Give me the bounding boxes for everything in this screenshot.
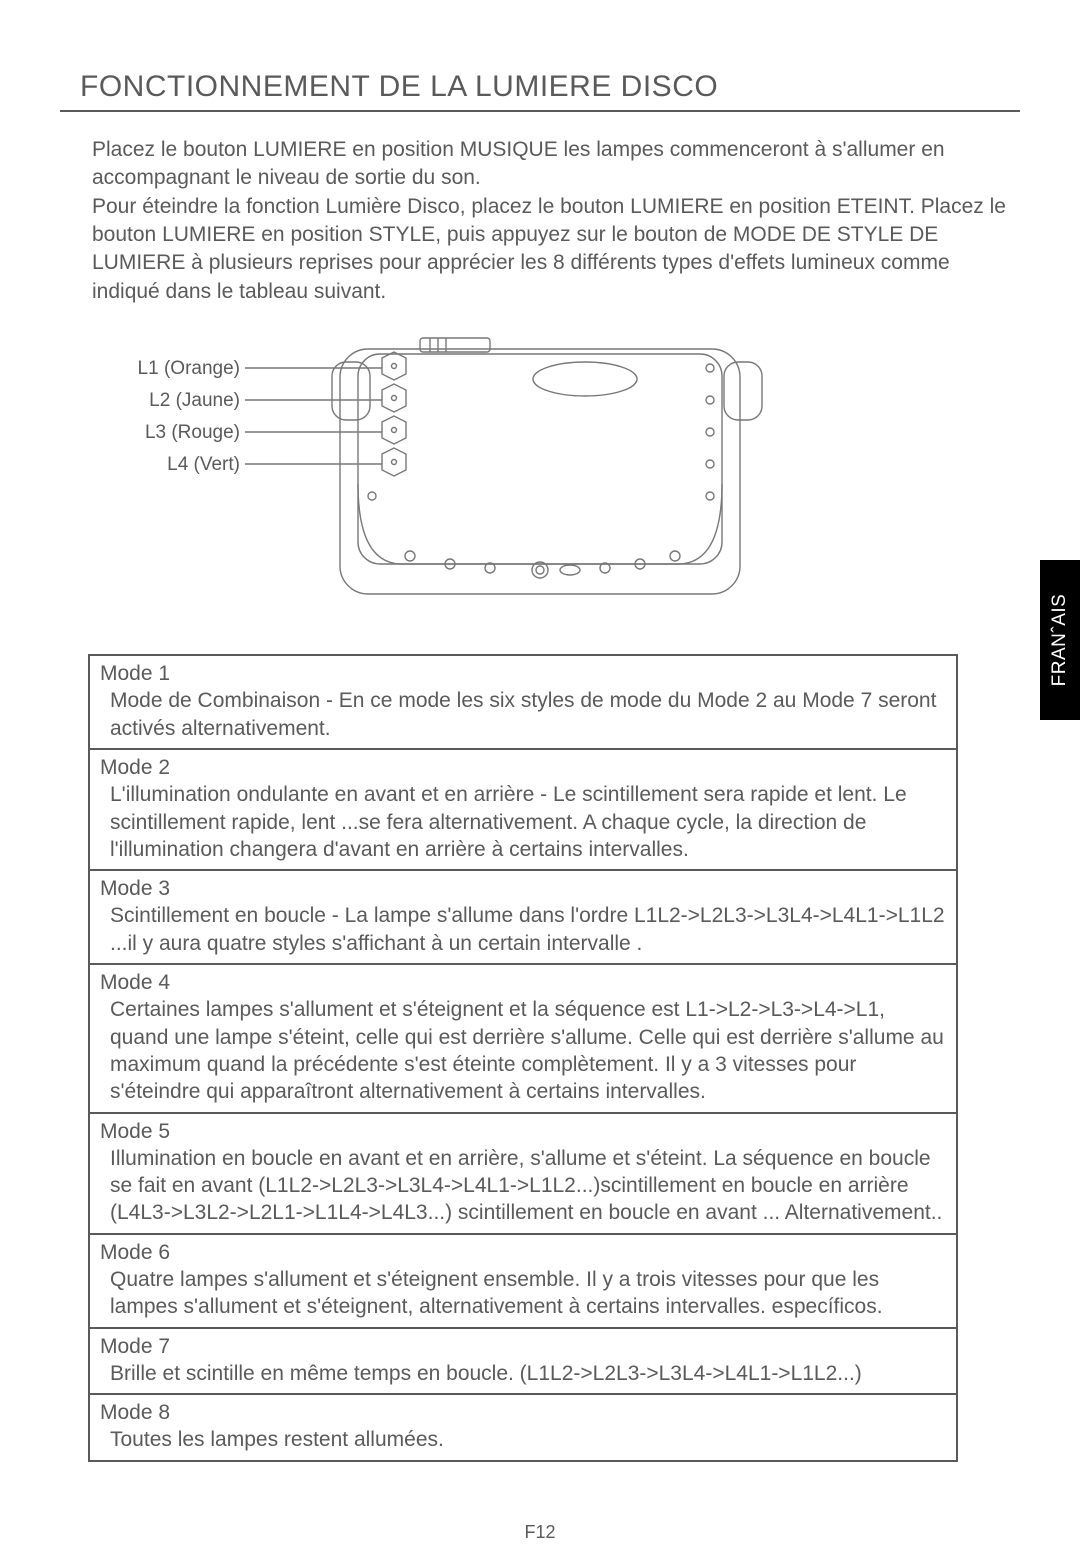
language-tab: FRANˆAIS [1040,560,1080,720]
mode-row-1: Mode 1Mode de Combinaison - En ce mode l… [90,656,956,750]
intro-text: Placez le bouton LUMIERE en position MUS… [92,136,1020,306]
mode-title: Mode 6 [100,1239,946,1266]
title-rule [60,110,1020,112]
mode-row-3: Mode 3Scintillement en boucle - La lampe… [90,871,956,965]
language-tab-label: FRANˆAIS [1049,594,1071,687]
mode-title: Mode 8 [100,1399,946,1426]
mode-desc: L'illumination ondulante en avant et en … [100,781,946,863]
mode-row-6: Mode 6Quatre lampes s'allument et s'étei… [90,1235,956,1329]
mode-desc: Mode de Combinaison - En ce mode les six… [100,687,946,742]
mode-title: Mode 2 [100,754,946,781]
mode-desc: Quatre lampes s'allument et s'éteignent … [100,1266,946,1321]
mode-desc: Brille et scintille en même temps en bou… [100,1360,946,1387]
mode-title: Mode 1 [100,660,946,687]
modes-table: Mode 1Mode de Combinaison - En ce mode l… [88,654,958,1462]
mode-row-8: Mode 8Toutes les lampes restent allumées… [90,1395,956,1460]
mode-title: Mode 4 [100,969,946,996]
page-number: F12 [60,1522,1020,1543]
mode-row-7: Mode 7Brille et scintille en même temps … [90,1329,956,1396]
mode-title: Mode 5 [100,1118,946,1145]
device-diagram: L1 (Orange) L2 (Jaune) L3 (Rouge) L4 (Ve… [110,334,780,614]
mode-title: Mode 7 [100,1333,946,1360]
mode-title: Mode 3 [100,875,946,902]
mode-row-2: Mode 2L'illumination ondulante en avant … [90,750,956,871]
mode-desc: Toutes les lampes restent allumées. [100,1426,946,1453]
mode-row-4: Mode 4Certaines lampes s'allument et s'é… [90,965,956,1113]
mode-desc: Illumination en boucle en avant et en ar… [100,1145,946,1227]
mode-desc: Scintillement en boucle - La lampe s'all… [100,902,946,957]
mode-row-5: Mode 5Illumination en boucle en avant et… [90,1114,956,1235]
mode-desc: Certaines lampes s'allument et s'éteigne… [100,996,946,1105]
device-svg [110,334,780,614]
page-title: FONCTIONNEMENT DE LA LUMIERE DISCO [80,70,1020,104]
